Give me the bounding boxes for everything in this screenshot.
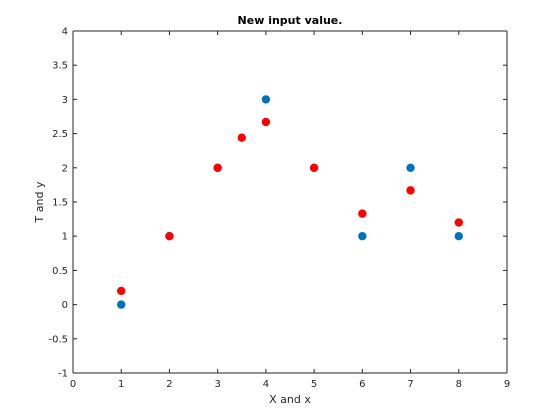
y-tick-label: -0.5 <box>48 334 68 345</box>
y-tick-label: 2 <box>62 163 68 174</box>
data-point-series-2 <box>213 163 222 172</box>
y-tick-label: 1 <box>62 232 68 243</box>
data-points <box>117 95 463 309</box>
y-tick-label: 3.5 <box>52 61 68 72</box>
data-point-series-1 <box>358 232 367 241</box>
plot-area <box>73 31 507 373</box>
x-tick-label: 5 <box>311 379 317 390</box>
data-point-series-2 <box>261 117 271 127</box>
y-tick-label: -1 <box>58 369 68 380</box>
chart-title: New input value. <box>238 14 343 27</box>
x-axis-label: X and x <box>269 393 311 406</box>
data-point-series-1 <box>117 300 126 309</box>
x-tick-label: 7 <box>407 379 413 390</box>
y-axis-label: T and y <box>33 181 46 223</box>
x-tick-label: 0 <box>70 379 76 390</box>
y-tick-labels: -1 -0.5 0 0.5 1 1.5 2 2.5 3 3.5 4 <box>48 27 68 380</box>
axes <box>72 30 508 374</box>
data-point-series-1 <box>454 232 463 241</box>
y-tick-label: 3 <box>62 95 68 106</box>
data-point-series-1 <box>261 95 271 104</box>
x-tick-label: 8 <box>456 379 462 390</box>
data-point-series-1 <box>406 163 415 172</box>
data-point-series-2 <box>358 209 367 218</box>
y-tick-label: 0 <box>62 300 68 311</box>
x-tick-label: 9 <box>504 379 510 390</box>
x-tick-label: 6 <box>359 379 365 390</box>
data-point-series-2 <box>165 232 174 241</box>
x-tick-label: 1 <box>118 379 124 390</box>
data-point-series-2 <box>117 286 126 296</box>
y-tick-label: 0.5 <box>52 266 68 277</box>
y-tick-label: 2.5 <box>52 129 68 140</box>
x-tick-labels: 0 1 2 3 4 5 6 7 8 9 <box>70 379 510 390</box>
data-point-series-2 <box>237 133 246 142</box>
x-tick-label: 2 <box>166 379 172 390</box>
data-point-series-2 <box>454 218 463 227</box>
y-tick-label: 4 <box>62 27 68 38</box>
x-tick-label: 3 <box>214 379 220 390</box>
x-tick-label: 4 <box>263 379 269 390</box>
data-point-series-2 <box>406 186 415 195</box>
data-point-series-2 <box>309 163 319 172</box>
y-tick-label: 1.5 <box>52 198 68 209</box>
